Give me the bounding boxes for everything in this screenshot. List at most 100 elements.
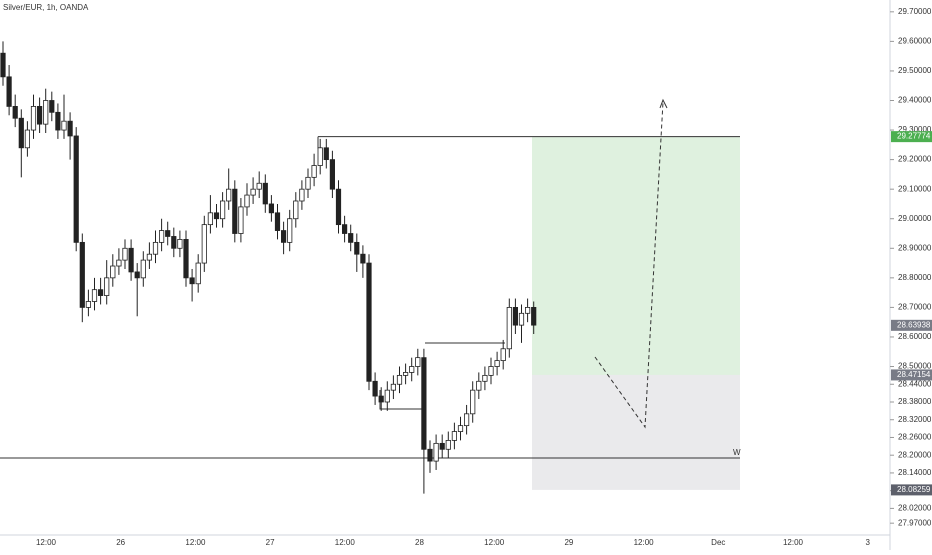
candle-body — [207, 212, 213, 226]
price-badge-label: 29.27774 — [897, 132, 931, 141]
candle-body — [0, 52, 6, 78]
y-tick-label: 28.02000 — [898, 504, 932, 513]
y-tick-label: 27.97000 — [898, 518, 932, 527]
candle-body — [152, 241, 159, 255]
price-badge — [891, 319, 932, 331]
candle-body — [134, 271, 140, 279]
candle-body — [470, 389, 476, 415]
y-tick-label: 28.70000 — [898, 303, 932, 312]
x-tick-label: 12:00 — [634, 538, 655, 547]
candle-body — [37, 106, 43, 125]
y-tick-label: 29.00000 — [898, 214, 932, 223]
projection-path — [594, 101, 664, 429]
candle-body — [158, 230, 165, 243]
candle-body — [201, 224, 207, 264]
price-badge-label: 28.63938 — [897, 320, 931, 329]
y-tick-label: 28.44000 — [898, 379, 932, 388]
candle-body — [390, 383, 397, 391]
candle-body — [396, 374, 403, 385]
candle-body — [6, 76, 12, 107]
candle-body — [244, 194, 250, 208]
y-tick-label: 28.50000 — [898, 362, 932, 371]
candle-body — [128, 247, 134, 273]
candle-body — [488, 366, 494, 376]
y-tick-label: 28.32000 — [898, 415, 932, 424]
x-tick-label: 12:00 — [783, 538, 804, 547]
y-tick-label: 28.90000 — [898, 243, 932, 252]
y-tick-label: 29.50000 — [898, 66, 932, 75]
candle-body — [238, 206, 244, 234]
candle-body — [195, 262, 201, 285]
candle-body — [287, 218, 293, 243]
y-tick-label: 29.10000 — [898, 184, 932, 193]
price-badge — [891, 369, 932, 381]
candle-body — [55, 111, 61, 131]
candle-body — [427, 448, 433, 462]
candle-body — [433, 442, 439, 462]
candle-body — [146, 253, 152, 261]
candle-body — [262, 182, 268, 205]
y-tick-label: 29.20000 — [898, 155, 932, 164]
candle-body — [73, 135, 79, 243]
candle-body — [293, 200, 299, 220]
candle-body — [79, 241, 85, 308]
candle-body — [232, 188, 238, 234]
candle-body — [49, 100, 55, 113]
candle-body — [268, 203, 275, 214]
candle-body — [366, 262, 372, 382]
candle-body — [311, 165, 317, 178]
candle-body — [372, 380, 378, 397]
candle-body — [360, 253, 366, 264]
candle-body — [67, 120, 73, 137]
candle-body — [354, 241, 360, 255]
candle-body — [451, 431, 458, 441]
candle-body — [329, 159, 336, 190]
price-badge — [891, 131, 932, 143]
candle-body — [482, 374, 488, 382]
x-tick-label: 12:00 — [335, 538, 356, 547]
candle-body — [439, 442, 445, 450]
y-tick-label: 29.40000 — [898, 96, 932, 105]
candle-body — [476, 380, 482, 391]
candle-body — [500, 348, 506, 362]
candle-body — [256, 182, 262, 190]
y-tick-label: 28.20000 — [898, 450, 932, 459]
candle-body — [299, 188, 305, 202]
candle-body — [317, 147, 323, 166]
candle-body — [140, 259, 146, 279]
x-tick-label: 29 — [564, 538, 573, 547]
y-tick-label: 29.30000 — [898, 125, 932, 134]
price-badge-label: 28.47154 — [897, 370, 931, 379]
projection-arrow — [659, 98, 668, 109]
y-tick-label: 29.60000 — [898, 36, 932, 45]
candle-body — [518, 312, 525, 326]
candle-body — [177, 239, 183, 249]
stop-zone — [532, 374, 740, 490]
candle-body — [415, 357, 421, 367]
zones — [317, 136, 740, 490]
candle-body — [335, 188, 342, 226]
candle-body — [30, 106, 37, 131]
candle-body — [384, 389, 390, 403]
candle-body — [348, 233, 354, 243]
candle-body — [213, 212, 220, 220]
candle-body — [494, 360, 500, 367]
candle-body — [226, 188, 232, 202]
candle-body — [402, 372, 409, 376]
candle-body — [378, 395, 384, 403]
price-badge-label: 28.08259 — [897, 485, 931, 494]
candle-body — [98, 289, 104, 296]
candle-body — [165, 230, 171, 237]
y-tick-label: 28.38000 — [898, 397, 932, 406]
y-tick-label: 29.70000 — [898, 7, 932, 16]
candle-body — [122, 247, 128, 261]
candle-body — [280, 230, 287, 243]
candle-body — [305, 176, 311, 190]
x-tick-label: 26 — [116, 538, 125, 547]
candle-body — [323, 147, 329, 161]
candle-body — [116, 259, 122, 267]
y-tick-label: 28.26000 — [898, 433, 932, 442]
candle-body — [506, 307, 512, 350]
